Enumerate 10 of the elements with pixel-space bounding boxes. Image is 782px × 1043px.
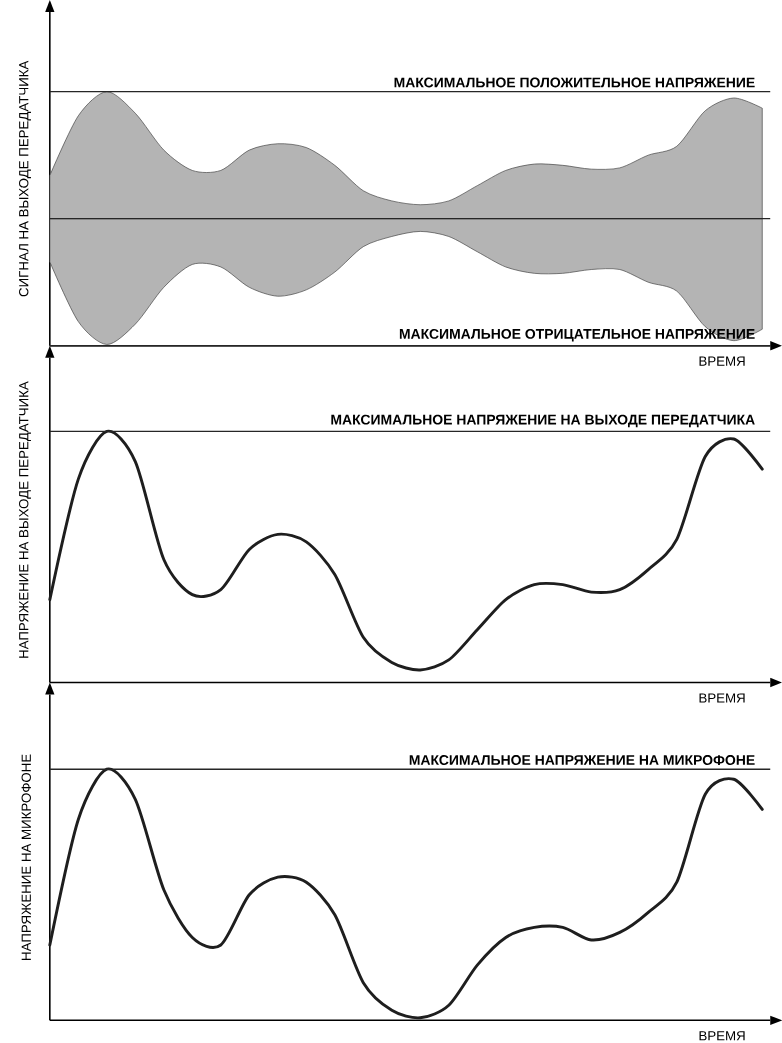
x-axis-title: ВРЕМЯ	[699, 356, 745, 366]
y-axis-title: СИГНАЛ НА ВЫХОДЕ ПЕРЕДАТЧИКА	[18, 60, 31, 297]
x-axis-title: ВРЕМЯ	[699, 693, 745, 703]
ref-line-label: МАКСИМАЛЬНОЕ НАПРЯЖЕНИЕ НА ВЫХОДЕ ПЕРЕДАТЧИКА	[331, 414, 755, 428]
ref-line-label: МАКСИМАЛЬНОЕ НАПРЯЖЕНИЕ НА МИКРОФОНЕ	[409, 755, 755, 765]
ref-line-label: МАКСИМАЛЬНОЕ ПОЛОЖИТЕЛЬНОЕ НАПРЯЖЕНИЕ	[394, 77, 755, 88]
y-axis-title: НАПРЯЖЕНИЕ НА ВЫХОДЕ ПЕРЕДАТЧИКА	[18, 381, 31, 658]
y-axis-title: НАПРЯЖЕНИЕ НА МИКРОФОНЕ	[21, 754, 31, 960]
x-axis-title: ВРЕМЯ	[699, 1031, 745, 1041]
ref-line-label: МАКСИМАЛЬНОЕ ОТРИЦАТЕЛЬНОЕ НАПРЯЖЕНИЕ	[399, 328, 755, 342]
